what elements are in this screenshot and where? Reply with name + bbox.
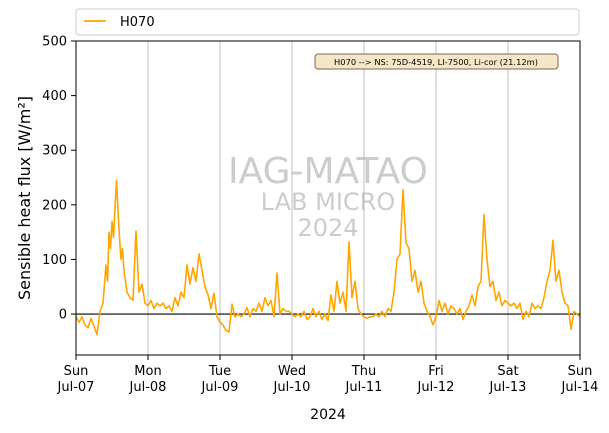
x-tick-date: Jul-14 [561,380,599,395]
y-axis: 0 100 200 300 400 500 [42,35,76,323]
x-tick-day: Sun [64,364,89,379]
x-tick-day: Thu [351,364,376,379]
x-tick-date: Jul-12 [417,380,455,395]
plot-frame [75,40,581,356]
y-axis-label: Sensible heat flux [W/m²] [15,96,34,300]
legend: H070 [75,8,580,36]
annotation-box [314,53,559,70]
x-tick-day: Tue [208,364,231,379]
x-tick-date: Jul-10 [273,380,311,395]
y-tick-label: 300 [42,144,67,159]
legend-frame [75,8,580,36]
y-tick-label: 200 [42,198,67,213]
x-tick-day: Mon [134,364,161,379]
series-line-h070 [76,179,580,336]
legend-label: H070 [120,15,155,30]
annotation: H070 --> NS: 75D-4519, LI-7500, Li-cor (… [314,53,559,70]
x-tick-date: Jul-07 [57,380,95,395]
y-tick-label: 400 [42,89,67,104]
x-tick-day: Sat [497,364,518,379]
y-tick-label: 0 [59,308,67,323]
x-tick-date: Jul-11 [345,380,383,395]
y-tick-label: 100 [42,253,67,268]
x-axis-label: 2024 [310,407,346,423]
x-axis: SunJul-07MonJul-08TueJul-09WedJul-10ThuJ… [57,355,599,395]
x-tick-date: Jul-13 [489,380,527,395]
watermark-line-1: IAG-MATAO [228,151,428,192]
series-layer [76,179,580,336]
watermark: IAG-MATAO LAB MICRO 2024 [228,151,428,242]
x-tick-date: Jul-08 [129,380,167,395]
watermark-line-2: LAB MICRO [261,188,396,216]
annotation-text: H070 --> NS: 75D-4519, LI-7500, Li-cor (… [334,57,538,67]
x-tick-day: Fri [428,364,444,379]
watermark-line-3: 2024 [297,214,358,242]
x-tick-day: Sun [568,364,593,379]
y-tick-label: 500 [42,35,67,50]
x-tick-date: Jul-09 [201,380,239,395]
x-tick-day: Wed [278,364,306,379]
